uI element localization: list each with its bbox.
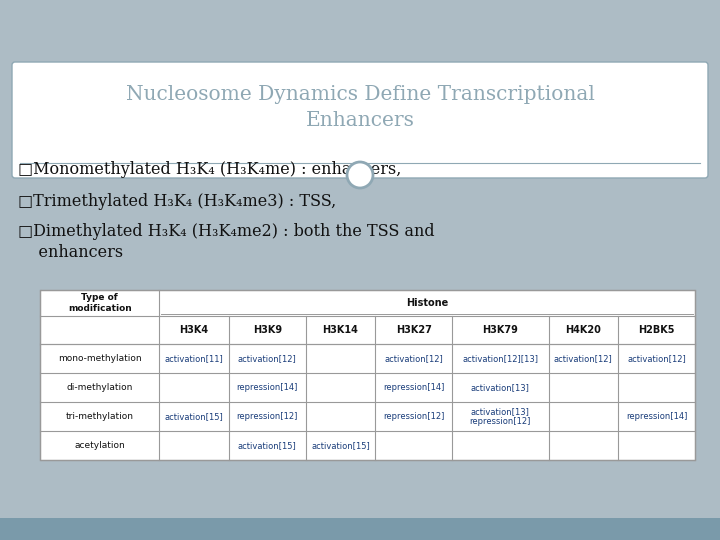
Text: activation[12]: activation[12] — [384, 354, 443, 363]
Text: H2BK5: H2BK5 — [638, 325, 675, 335]
Bar — [0, 518, 720, 540]
Text: activation[13]
repression[12]: activation[13] repression[12] — [469, 407, 531, 426]
FancyBboxPatch shape — [12, 62, 708, 178]
Text: H3K9: H3K9 — [253, 325, 282, 335]
Text: activation[13]: activation[13] — [471, 383, 530, 392]
Text: tri-methylation: tri-methylation — [66, 412, 134, 421]
Text: Enhancers: Enhancers — [305, 111, 415, 130]
Text: mono-methylation: mono-methylation — [58, 354, 142, 363]
Text: activation[15]: activation[15] — [165, 412, 223, 421]
Text: activation[12]: activation[12] — [554, 354, 613, 363]
Text: H3K4: H3K4 — [179, 325, 209, 335]
Text: activation[11]: activation[11] — [165, 354, 223, 363]
Text: Nucleosome Dynamics Define Transcriptional: Nucleosome Dynamics Define Transcription… — [125, 85, 595, 105]
Text: □Trimethylated H₃K₄ (H₃K₄me3) : TSS,: □Trimethylated H₃K₄ (H₃K₄me3) : TSS, — [18, 193, 336, 211]
Text: □Monomethylated H₃K₄ (H₃K₄me) : enhancers,: □Monomethylated H₃K₄ (H₃K₄me) : enhancer… — [18, 161, 401, 179]
Text: activation[12]: activation[12] — [238, 354, 297, 363]
Text: repression[12]: repression[12] — [383, 412, 444, 421]
Text: □Dimethylated H₃K₄ (H₃K₄me2) : both the TSS and
    enhancers: □Dimethylated H₃K₄ (H₃K₄me2) : both the … — [18, 222, 435, 261]
Text: repression[14]: repression[14] — [383, 383, 444, 392]
Text: di-methylation: di-methylation — [66, 383, 133, 392]
Text: activation[15]: activation[15] — [238, 441, 297, 450]
Text: Type of
modification: Type of modification — [68, 293, 132, 313]
Text: H4K20: H4K20 — [565, 325, 601, 335]
Text: acetylation: acetylation — [74, 441, 125, 450]
Text: activation[12]: activation[12] — [627, 354, 686, 363]
Bar — [40, 290, 695, 460]
Text: repression[14]: repression[14] — [626, 412, 687, 421]
Text: activation[15]: activation[15] — [311, 441, 370, 450]
Text: H3K27: H3K27 — [396, 325, 432, 335]
Circle shape — [347, 162, 373, 188]
Text: H3K14: H3K14 — [323, 325, 359, 335]
Text: Histone: Histone — [406, 298, 449, 308]
Text: repression[12]: repression[12] — [237, 412, 298, 421]
Text: H3K79: H3K79 — [482, 325, 518, 335]
Text: activation[12][13]: activation[12][13] — [462, 354, 539, 363]
Text: repression[14]: repression[14] — [237, 383, 298, 392]
